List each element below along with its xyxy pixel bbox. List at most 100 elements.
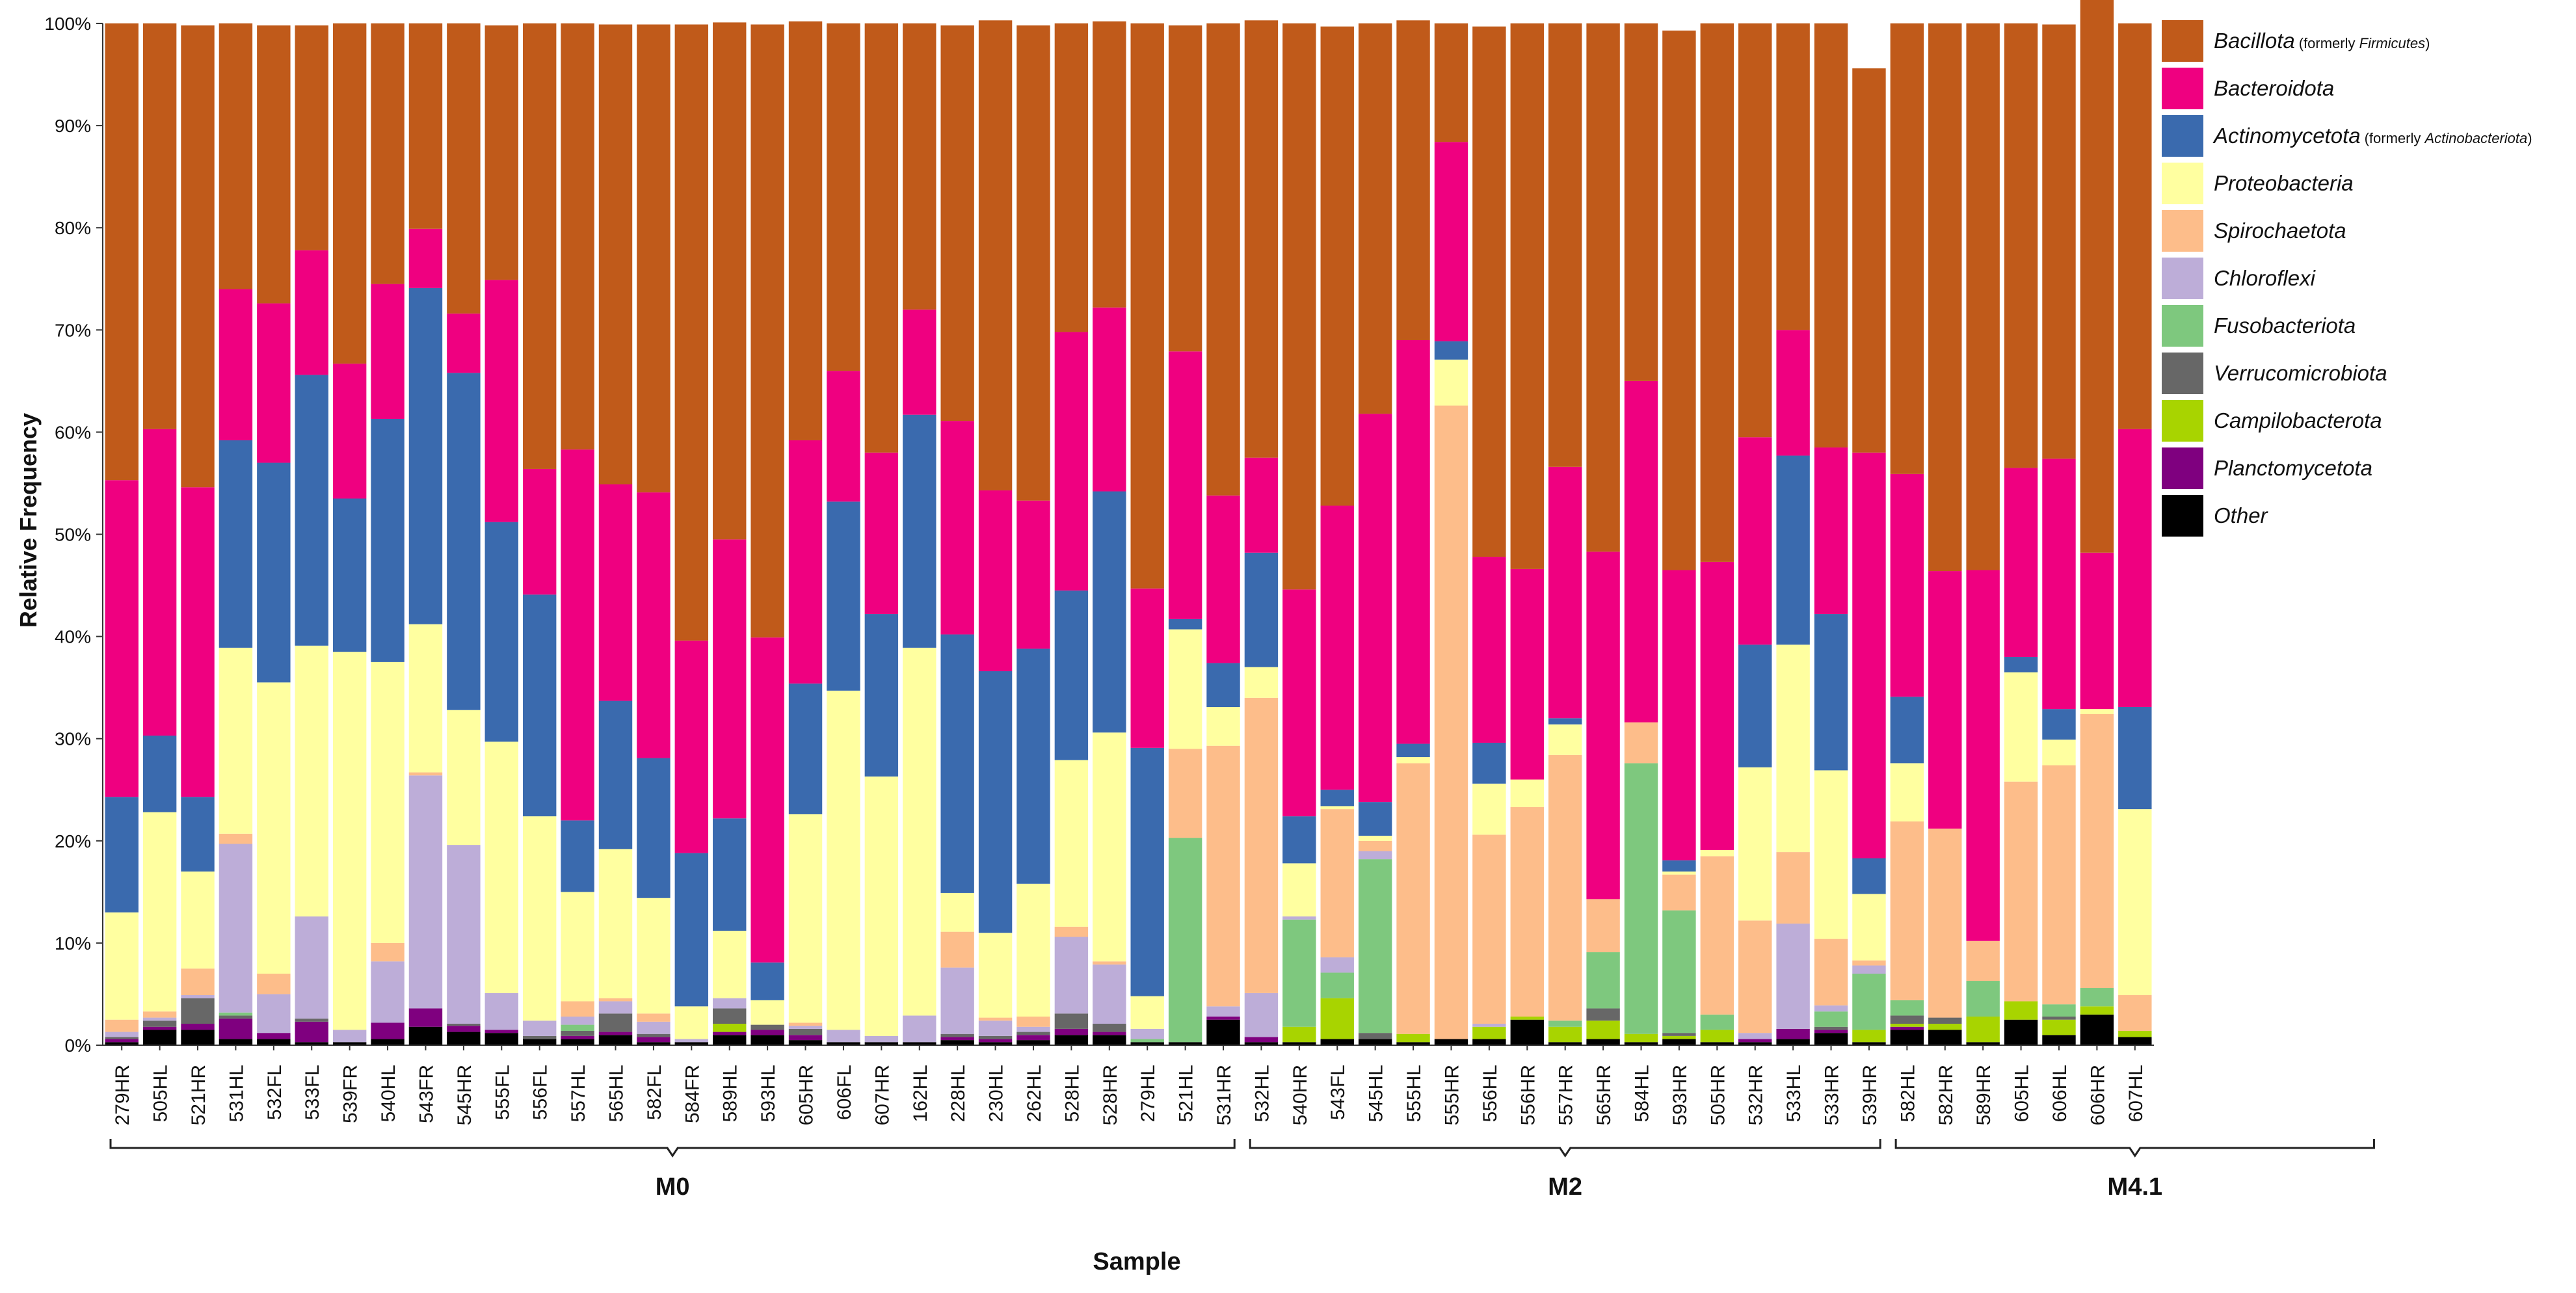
bar-segment-bacteroidota-533FL: [295, 250, 328, 375]
bar-segment-bacillota-532HR: [1738, 23, 1772, 438]
bar-segment-chloroflexi-565HL: [598, 1001, 633, 1014]
x-tick-label: 532HL: [1251, 1065, 1273, 1122]
bar-segment-other-565HR: [1586, 1039, 1620, 1045]
legend-label: Bacteroidota: [2214, 76, 2335, 100]
x-tick-label: 557HL: [568, 1065, 589, 1122]
bar-segment-proteobacteria-531HL: [219, 647, 253, 834]
bar-segment-bacteroidota-540HL: [371, 284, 405, 419]
legend-swatch: [2162, 20, 2203, 62]
bar-segment-chloroflexi-540HR: [1282, 916, 1316, 920]
bar-segment-spirochaetota-228HL: [940, 931, 974, 968]
bar-segment-planctomycetota-262HL: [1016, 1035, 1050, 1041]
bar-segment-other-505HL: [142, 1030, 177, 1045]
bar-segment-other-531HR: [1206, 1019, 1240, 1045]
legend-item-bacillota: Bacillota (formerly Firmicutes): [2162, 20, 2430, 62]
bar-stack-543FR: [408, 23, 443, 1045]
bar-segment-actinomycetota-557HR: [1548, 718, 1582, 725]
bar-segment-verrucomicrobiota-230HL: [978, 1035, 1013, 1039]
bar-segment-planctomycetota-228HL: [940, 1037, 974, 1041]
bar-segment-chloroflexi-279HR: [105, 1032, 139, 1037]
x-tick-label: 555FL: [492, 1065, 513, 1120]
bar-segment-other-528HL: [1054, 1035, 1089, 1045]
bar-segment-chloroflexi-606FL: [827, 1030, 860, 1043]
bar-segment-bacillota-533HR: [1814, 23, 1848, 447]
bar-segment-other-556HR: [1510, 1019, 1544, 1045]
bar-segment-bacillota-505HL: [142, 23, 177, 429]
x-tick-label: 556FL: [530, 1065, 551, 1120]
bar-segment-chloroflexi-556FL: [522, 1020, 557, 1036]
bar-segment-spirochaetota-540HL: [371, 942, 405, 962]
legend-label: Fusobacteriota: [2214, 313, 2356, 338]
bar-segment-bacillota-556FL: [522, 23, 557, 469]
group-label: M0: [656, 1173, 690, 1201]
bar-segment-actinomycetota-279HR: [105, 797, 139, 913]
bar-segment-chloroflexi-532HL: [1244, 993, 1279, 1037]
legend-label: Chloroflexi: [2214, 266, 2315, 290]
bar-segment-proteobacteria-279HL: [1130, 996, 1164, 1029]
bar-segment-bacteroidota-565HR: [1586, 552, 1620, 900]
bar-segment-bacillota-584HL: [1624, 23, 1658, 381]
bar-segment-bacillota-556HL: [1472, 26, 1506, 557]
bar-segment-planctomycetota-533HL: [1776, 1028, 1810, 1039]
bar-segment-bacillota-540HL: [371, 23, 405, 284]
bar-segment-verrucomicrobiota-606HL: [2042, 1017, 2076, 1020]
bar-segment-bacteroidota-262HL: [1016, 500, 1050, 649]
bar-segment-spirochaetota-532HR: [1738, 920, 1772, 1033]
group-label: M2: [1548, 1173, 1582, 1201]
bar-stack-539FR: [332, 23, 367, 1045]
bar-stack-584FR: [674, 24, 709, 1045]
x-tick-label: 532HR: [1746, 1065, 1767, 1125]
bar-segment-bacteroidota-505HR: [1700, 561, 1734, 850]
bar-segment-fusobacteriota-565HR: [1586, 952, 1620, 1009]
bar-segment-actinomycetota-262HL: [1016, 648, 1050, 884]
bar-segment-actinomycetota-589HL: [713, 818, 747, 931]
bar-segment-other-605HL: [2004, 1019, 2038, 1045]
bar-segment-bacteroidota-543FL: [1320, 505, 1354, 790]
bar-segment-chloroflexi-230HL: [978, 1020, 1013, 1036]
bar-segment-other-533HR: [1814, 1033, 1848, 1045]
bar-segment-fusobacteriota-593HR: [1662, 910, 1696, 1033]
bar-segment-other-279HR: [105, 1042, 139, 1045]
bar-segment-bacteroidota-162HL: [903, 309, 936, 415]
bar-segment-actinomycetota-555HL: [1396, 743, 1430, 757]
bar-segment-bacteroidota-557HL: [561, 449, 594, 821]
bar-segment-proteobacteria-556HR: [1510, 779, 1544, 807]
bar-segment-proteobacteria-531HR: [1206, 707, 1240, 746]
bar-segment-other-543FR: [408, 1026, 443, 1045]
bar-segment-spirochaetota-545HL: [1358, 840, 1392, 851]
bar-segment-bacillota-521HR: [181, 25, 215, 488]
bar-segment-other-505HR: [1700, 1042, 1734, 1045]
bar-segment-verrucomicrobiota-505HL: [142, 1020, 177, 1027]
bar-segment-planctomycetota-565HL: [598, 1032, 633, 1035]
bar-segment-other-584FR: [674, 1042, 709, 1045]
bar-segment-bacillota-545HL: [1358, 23, 1392, 414]
bar-segment-actinomycetota-555HR: [1434, 341, 1468, 360]
legend-label: Other: [2214, 503, 2268, 527]
bar-segment-proteobacteria-582FL: [637, 898, 671, 1014]
bar-segment-proteobacteria-262HL: [1016, 883, 1050, 1017]
bar-segment-verrucomicrobiota-565HL: [598, 1013, 633, 1032]
bar-segment-planctomycetota-557HL: [561, 1035, 594, 1039]
bar-segment-chloroflexi-279HL: [1130, 1028, 1164, 1039]
y-tick-label: 90%: [55, 116, 91, 136]
bar-segment-bacillota-162HL: [903, 23, 936, 310]
bar-segment-spirochaetota-279HR: [105, 1019, 139, 1032]
bar-segment-bacillota-543FL: [1320, 26, 1354, 506]
bar-segment-fusobacteriota-539HR: [1852, 974, 1886, 1030]
bar-segment-other-582HL: [1890, 1030, 1924, 1045]
legend-note: (formerly Firmicutes): [2298, 35, 2430, 51]
bar-stack-531HR: [1206, 23, 1240, 1045]
bar-stack-540HL: [371, 23, 405, 1045]
bar-segment-chloroflexi-582FL: [637, 1021, 671, 1034]
y-tick-label: 20%: [55, 831, 91, 851]
bar-segment-proteobacteria-556HL: [1472, 783, 1506, 835]
bar-stack-556HR: [1510, 23, 1544, 1045]
bar-stack-539HR: [1852, 68, 1886, 1045]
x-tick-label: 539FR: [340, 1065, 362, 1123]
bar-segment-bacteroidota-539HR: [1852, 452, 1886, 859]
bar-segment-chloroflexi-584FR: [674, 1039, 709, 1043]
bar-stack-555HL: [1396, 20, 1430, 1045]
bar-segment-bacillota-230HL: [978, 20, 1013, 490]
bar-segment-fusobacteriota-589HR: [1966, 981, 2000, 1017]
bar-segment-planctomycetota-230HL: [978, 1039, 1013, 1043]
